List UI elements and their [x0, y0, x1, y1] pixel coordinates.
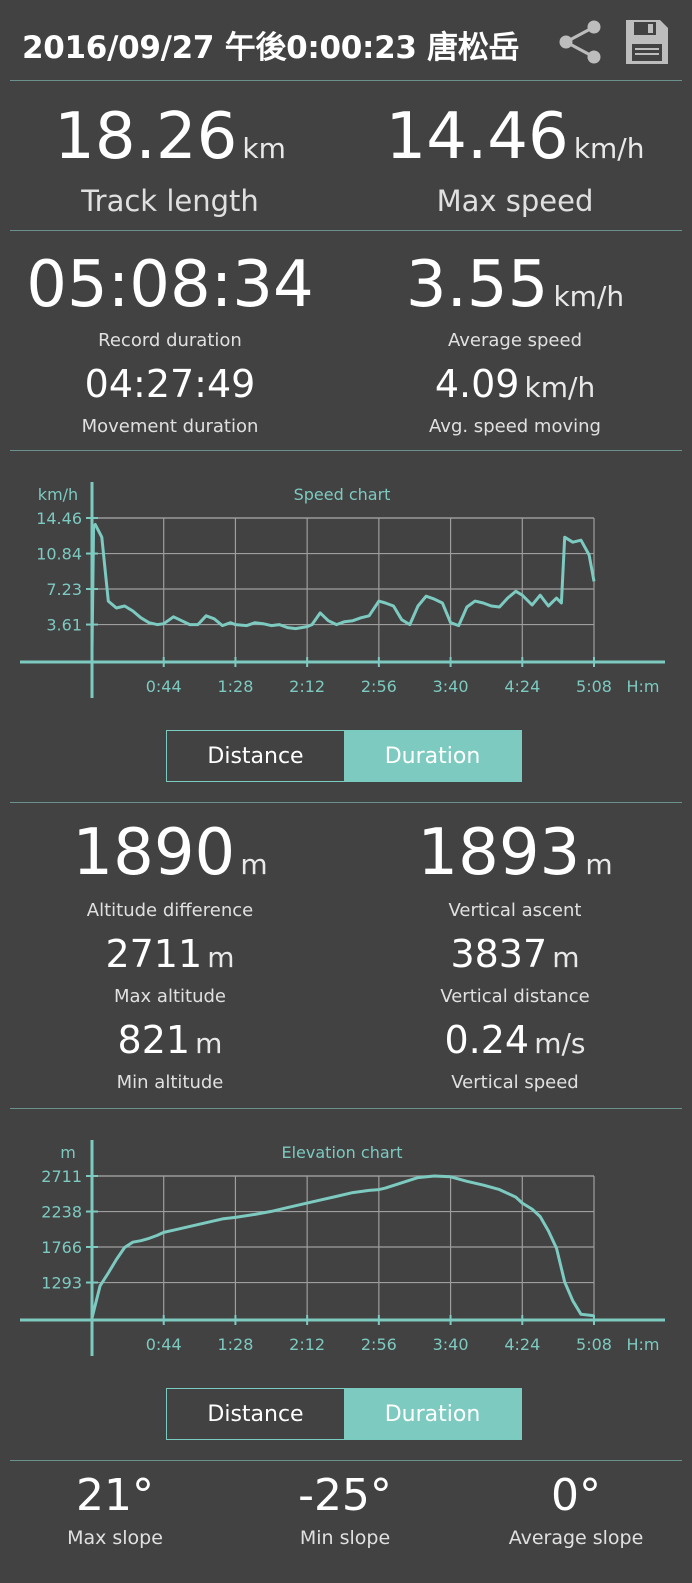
- divider: [10, 80, 682, 81]
- x-tick-label: 2:56: [361, 677, 397, 696]
- vertical-ascent-stat: 1893 m: [417, 816, 613, 890]
- x-tick-label: 0:44: [146, 1335, 182, 1354]
- x-tick-label: 4:24: [504, 1335, 540, 1354]
- speed-chart[interactable]: Speed chart km/h 14.46 10.84 7.23 3.61 0:44 1:2…: [0, 470, 692, 710]
- y-axis-unit: m: [60, 1143, 76, 1162]
- track-title: 2016/09/27 午後0:00:23 唐松岳: [22, 30, 520, 66]
- track-length-stat: 18.26 km: [54, 100, 286, 174]
- x-tick-label: 5:08: [576, 677, 612, 696]
- distance-toggle-button[interactable]: Distance: [207, 743, 304, 769]
- min-altitude-label: Min altitude: [116, 1072, 224, 1093]
- average-slope-label: Average slope: [508, 1527, 644, 1549]
- y-axis-unit: km/h: [38, 485, 78, 504]
- y-tick-label: 3.61: [46, 616, 82, 635]
- y-tick-label: 14.46: [36, 509, 82, 528]
- avg-speed-moving-stat: 4.09 km/h: [434, 362, 596, 406]
- min-slope-stat: -25°: [298, 1470, 392, 1521]
- app-header: 2016/09/27 午後0:00:23 唐松岳: [0, 0, 692, 84]
- x-tick-label: 2:12: [289, 677, 325, 696]
- save-icon[interactable]: [618, 14, 674, 70]
- chart-title: Speed chart: [294, 485, 391, 504]
- x-tick-label: 5:08: [576, 1335, 612, 1354]
- x-axis-unit: H:m: [626, 677, 659, 696]
- duration-toggle-button[interactable]: Duration: [344, 1389, 521, 1439]
- avg-speed-moving-label: Avg. speed moving: [429, 416, 601, 437]
- x-tick-label: 1:28: [217, 677, 253, 696]
- x-tick-label: 3:40: [433, 1335, 469, 1354]
- data-series-line: [90, 523, 596, 651]
- movement-duration-label: Movement duration: [81, 416, 259, 437]
- distance-toggle-button[interactable]: Distance: [207, 1401, 304, 1427]
- x-tick-label: 2:12: [289, 1335, 325, 1354]
- max-slope-stat: 21°: [76, 1470, 154, 1521]
- max-altitude-label: Max altitude: [114, 986, 226, 1007]
- track-length-label: Track length: [81, 184, 259, 218]
- x-tick-label: 3:40: [433, 677, 469, 696]
- y-tick-label: 10.84: [36, 545, 82, 564]
- min-slope-label: Min slope: [299, 1527, 391, 1549]
- data-series-line: [90, 1174, 595, 1319]
- max-speed-label: Max speed: [436, 184, 594, 218]
- x-tick-label: 0:44: [146, 677, 182, 696]
- average-slope-stat: 0°: [551, 1470, 601, 1521]
- divider: [10, 1108, 682, 1109]
- elevation-chart[interactable]: Elevation chart m 2711 2238 1766 1293 0:44 1:28…: [0, 1128, 692, 1368]
- vertical-ascent-label: Vertical ascent: [448, 900, 582, 921]
- y-tick-label: 1766: [41, 1238, 82, 1257]
- vertical-distance-label: Vertical distance: [440, 986, 590, 1007]
- vertical-distance-stat: 3837 m: [450, 932, 580, 976]
- max-altitude-stat: 2711 m: [105, 932, 235, 976]
- x-tick-label: 1:28: [217, 1335, 253, 1354]
- x-tick-label: 2:56: [361, 1335, 397, 1354]
- y-tick-label: 2238: [41, 1203, 82, 1222]
- x-axis-unit: H:m: [626, 1335, 659, 1354]
- max-slope-label: Max slope: [67, 1527, 163, 1549]
- vertical-speed-label: Vertical speed: [451, 1072, 579, 1093]
- duration-toggle-button[interactable]: Duration: [344, 731, 521, 781]
- y-tick-label: 2711: [41, 1167, 82, 1186]
- divider: [10, 802, 682, 803]
- y-tick-label: 1293: [41, 1274, 82, 1293]
- min-altitude-stat: 821 m: [117, 1018, 223, 1062]
- chart-title: Elevation chart: [282, 1143, 403, 1162]
- speed-chart-toggle: Distance Duration: [166, 730, 522, 782]
- average-speed-label: Average speed: [447, 330, 582, 351]
- divider: [10, 450, 682, 451]
- record-duration-stat: 05:08:34: [26, 248, 314, 322]
- vertical-speed-stat: 0.24 m/s: [444, 1018, 586, 1062]
- altitude-difference-stat: 1890 m: [72, 816, 268, 890]
- y-tick-label: 7.23: [46, 580, 82, 599]
- divider: [10, 230, 682, 231]
- elevation-chart-toggle: Distance Duration: [166, 1388, 522, 1440]
- average-speed-stat: 3.55 km/h: [405, 248, 625, 322]
- record-duration-label: Record duration: [98, 330, 242, 351]
- max-speed-stat: 14.46 km/h: [385, 100, 645, 174]
- share-icon[interactable]: [552, 14, 608, 70]
- altitude-difference-label: Altitude difference: [86, 900, 254, 921]
- x-tick-label: 4:24: [504, 677, 540, 696]
- movement-duration-stat: 04:27:49: [84, 362, 256, 406]
- divider: [10, 1460, 682, 1461]
